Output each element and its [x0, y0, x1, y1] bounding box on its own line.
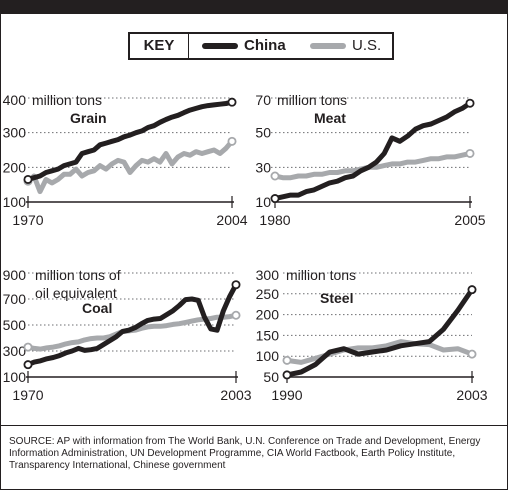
grain-series-us	[25, 138, 235, 195]
steel-chart: 50 100 150 200 250 300 million tons 1990 2003 Ste…	[256, 267, 488, 403]
coal-endpoint-china	[23, 360, 33, 370]
coal-y-tick-label: 300	[3, 343, 27, 359]
steel-unit-label: million tons	[286, 267, 356, 283]
coal-y-tick-label: 500	[3, 317, 27, 333]
steel-y-tick-label-top: 300	[256, 267, 280, 283]
steel-endpoint-us	[282, 355, 292, 365]
steel-y-tick-label: 150	[256, 327, 280, 343]
meat-y-tick-label: 10	[255, 194, 271, 210]
coal-endpoint-us	[231, 310, 241, 320]
legend-title: KEY	[130, 34, 189, 58]
steel-endpoint-china	[282, 370, 292, 380]
charts-canvas: 100 200 300 400 million tons 1970 2004 Grain 10 3…	[3, 92, 488, 403]
legend: KEY China U.S.	[128, 32, 394, 60]
coal-series-china	[25, 282, 239, 368]
steel-endpoint-china	[467, 285, 477, 295]
grain-endpoint-china	[227, 97, 237, 107]
meat-y-tick-label-top: 70	[255, 92, 271, 108]
meat-unit-label: million tons	[277, 92, 347, 108]
coal-title: Coal	[82, 300, 112, 316]
grain-x-tick-label: 1970	[12, 212, 43, 228]
steel-x-tick-label: 1990	[271, 387, 302, 403]
grain-title: Grain	[70, 110, 107, 126]
grain-chart: 100 200 300 400 million tons 1970 2004 Grain	[3, 92, 248, 228]
steel-y-tick-label: 100	[256, 348, 280, 364]
steel-series-us	[284, 339, 475, 365]
grain-endpoint-china	[23, 174, 33, 184]
grain-endpoint-us	[227, 136, 237, 146]
coal-chart: 100 300 500 700 900 million tons of oil equiva…	[3, 267, 252, 403]
grain-x-tick-label: 2004	[216, 212, 247, 228]
coal-x-tick-label: 1970	[12, 387, 43, 403]
grain-y-tick-label: 300	[3, 125, 27, 141]
meat-chart: 10 30 50 70 million tons 1980 2005 Meat	[255, 92, 485, 228]
meat-endpoint-china	[465, 98, 475, 108]
steel-title: Steel	[320, 290, 353, 306]
meat-x-tick-label: 1980	[259, 212, 290, 228]
meat-endpoint-us	[270, 171, 280, 181]
coal-unit-label: million tons of	[35, 267, 121, 283]
coal-x-tick-label: 2003	[220, 387, 251, 403]
header-bar	[0, 0, 508, 14]
meat-y-tick-label: 50	[255, 125, 271, 141]
legend-us-label: U.S.	[352, 37, 382, 54]
coal-unit-label-2: oil equivalent	[35, 285, 117, 301]
legend-us-swatch	[310, 43, 346, 49]
grain-unit-label: million tons	[32, 92, 102, 108]
steel-x-tick-label: 2003	[456, 387, 487, 403]
grain-y-tick-label: 200	[3, 159, 27, 175]
steel-y-tick-label: 250	[256, 286, 280, 302]
steel-y-tick-label: 50	[263, 369, 279, 385]
steel-series-china	[284, 287, 475, 378]
steel-y-tick-label: 200	[256, 307, 280, 323]
legend-china-swatch	[202, 43, 238, 49]
steel-endpoint-us	[467, 349, 477, 359]
meat-endpoint-us	[465, 148, 475, 158]
meat-endpoint-china	[270, 194, 280, 204]
grain-y-tick-label-top: 400	[3, 92, 27, 108]
grain-y-tick-label: 100	[3, 194, 27, 210]
coal-endpoint-china	[231, 280, 241, 290]
grain-series-china	[25, 99, 235, 182]
source-divider	[0, 425, 508, 426]
coal-y-tick-label-top: 900	[3, 267, 27, 283]
meat-x-tick-label: 2005	[454, 212, 485, 228]
source-note: SOURCE: AP with information from The Wor…	[9, 436, 481, 471]
meat-title: Meat	[314, 110, 346, 126]
coal-y-tick-label: 700	[3, 291, 27, 307]
coal-y-tick-label: 100	[3, 369, 27, 385]
coal-endpoint-us	[23, 342, 33, 352]
meat-y-tick-label: 30	[255, 159, 271, 175]
legend-china-label: China	[244, 37, 286, 54]
meat-series-china	[272, 100, 473, 201]
